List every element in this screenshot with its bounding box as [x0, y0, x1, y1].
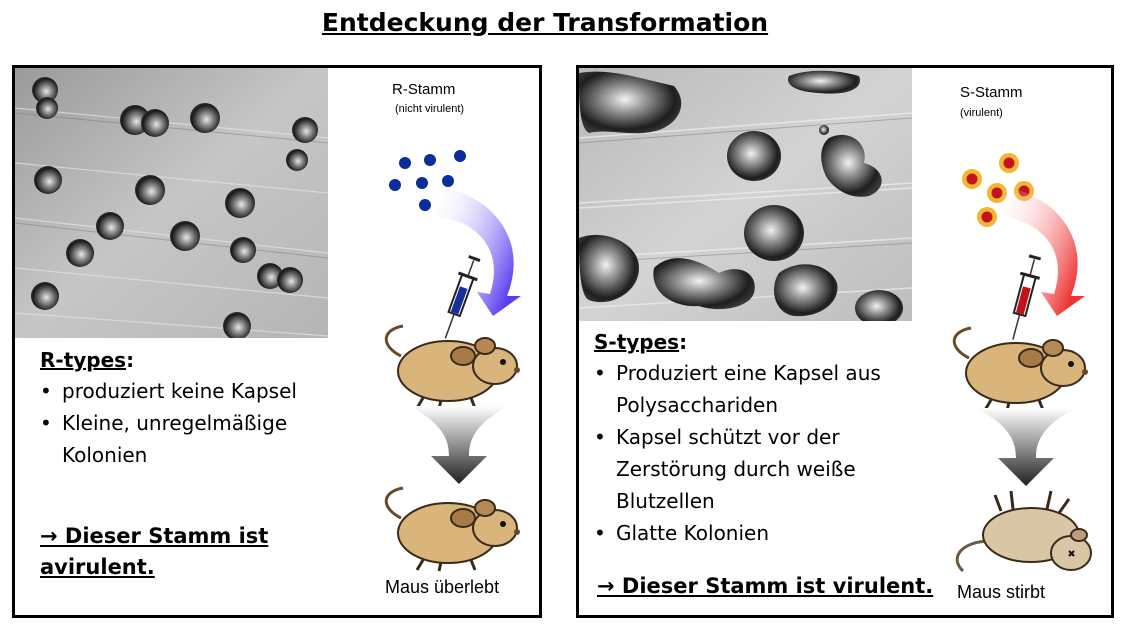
dead-mouse-icon	[955, 490, 1092, 573]
s-types-heading: S-types:	[594, 330, 688, 354]
surviving-mouse-icon	[384, 486, 520, 572]
r-bacterium	[419, 199, 431, 211]
s-bacterium	[966, 173, 978, 185]
s-syringe-icon	[1012, 254, 1042, 340]
r-types-label: R-types	[40, 348, 127, 372]
s-strain-name: S-Stamm	[960, 84, 1023, 101]
r-bacterium	[442, 175, 454, 187]
r-outcome-label: Maus überlebt	[385, 577, 500, 597]
list-item: Kleine, unregelmäßige Kolonien	[38, 407, 368, 471]
s-outcome-label: Maus stirbt	[957, 582, 1046, 602]
list-item: produziert keine Kapsel	[38, 375, 368, 407]
r-syringe-icon	[444, 255, 481, 339]
r-types-bullet-list: produziert keine Kapsel Kleine, unregelm…	[38, 375, 368, 471]
s-strain-panel: S-Stamm (virulent)	[576, 65, 1114, 618]
r-conclusion: → Dieser Stamm ist avirulent.	[40, 524, 269, 579]
s-bacterium	[981, 211, 993, 223]
list-item: Produziert eine Kapsel aus Polysaccharid…	[592, 357, 922, 421]
r-types-heading: R-types:	[40, 348, 135, 372]
r-outcome-arrow	[409, 406, 509, 484]
r-bacterium	[389, 179, 401, 191]
s-types-label: S-types	[594, 330, 680, 354]
s-colonies-micrograph	[579, 68, 912, 321]
r-bacterium	[424, 154, 436, 166]
s-bacterium	[1003, 157, 1015, 169]
s-conclusion: → Dieser Stamm ist virulent.	[597, 574, 934, 598]
mouse-icon	[952, 326, 1088, 412]
r-bacteria-illustration	[389, 150, 466, 211]
r-colonies-micrograph	[15, 68, 328, 338]
r-strain-name: R-Stamm	[392, 81, 456, 98]
r-strain-note: (nicht virulent)	[395, 103, 465, 115]
s-types-bullet-list: Produziert eine Kapsel aus Polysaccharid…	[592, 357, 922, 549]
r-bacterium	[454, 150, 466, 162]
list-item: Glatte Kolonien	[592, 517, 922, 549]
s-strain-note: (virulent)	[960, 107, 1003, 119]
s-outcome-arrow	[976, 408, 1076, 486]
r-strain-panel: R-Stamm (nicht virulent)	[12, 65, 542, 618]
s-injection-arrow	[999, 186, 1085, 316]
list-item: Kapsel schützt vor der Zerstörung durch …	[592, 421, 922, 517]
r-bacterium	[399, 157, 411, 169]
mouse-icon	[384, 324, 520, 410]
r-bacterium	[416, 177, 428, 189]
r-injection-arrow	[435, 186, 521, 316]
page-title: Entdeckung der Transformation	[321, 8, 769, 37]
